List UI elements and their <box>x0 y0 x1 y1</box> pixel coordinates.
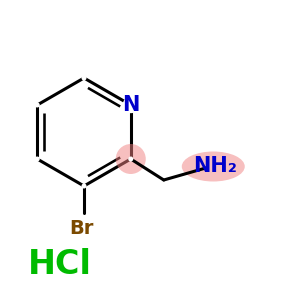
Circle shape <box>82 184 86 188</box>
Text: Br: Br <box>69 218 93 238</box>
Circle shape <box>82 76 86 80</box>
Text: NH₂: NH₂ <box>193 157 237 176</box>
Circle shape <box>35 157 39 161</box>
Text: HCl: HCl <box>28 248 92 280</box>
Ellipse shape <box>116 144 146 174</box>
Ellipse shape <box>182 152 245 182</box>
Text: N: N <box>122 95 140 115</box>
Circle shape <box>123 98 138 112</box>
Circle shape <box>35 103 39 107</box>
Circle shape <box>129 157 133 161</box>
